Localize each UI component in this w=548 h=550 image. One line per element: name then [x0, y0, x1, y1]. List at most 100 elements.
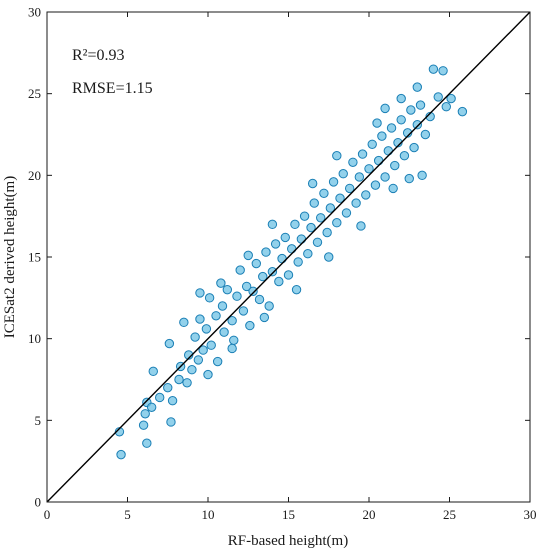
scatter-point — [198, 345, 208, 355]
scatter-point — [377, 131, 387, 141]
scatter-point — [299, 211, 310, 221]
scatter-point — [332, 218, 342, 228]
scatter-point — [412, 82, 422, 92]
x-tick-label: 25 — [443, 507, 456, 522]
scatter-point — [203, 369, 213, 380]
scatter-point — [211, 311, 221, 321]
scatter-point — [229, 335, 239, 345]
scatter-point — [457, 106, 468, 117]
scatter-point — [254, 294, 265, 305]
scatter-point — [267, 267, 278, 277]
scatter-point — [206, 340, 216, 350]
x-tick-label: 10 — [202, 507, 215, 522]
scatter-point — [227, 343, 237, 354]
scatter-point — [212, 356, 223, 367]
scatter-point — [264, 301, 274, 311]
scatter-point — [354, 172, 365, 182]
scatter-point — [441, 102, 451, 112]
scatter-point — [303, 249, 313, 259]
scatter-point — [201, 324, 212, 334]
y-tick-label: 25 — [28, 86, 41, 101]
scatter-point — [415, 100, 426, 110]
scatter-point — [309, 198, 319, 208]
scatter-point — [248, 286, 258, 296]
scatter-point — [179, 317, 189, 328]
scatter-point — [404, 173, 414, 184]
scatter-point — [351, 198, 361, 208]
x-tick-label: 5 — [124, 507, 131, 522]
scatter-point — [399, 151, 410, 161]
scatter-point — [348, 157, 358, 167]
y-tick-label: 5 — [35, 413, 42, 428]
scatter-point — [319, 188, 329, 199]
scatter-point — [372, 118, 382, 128]
scatter-point — [232, 291, 242, 301]
scatter-point — [396, 115, 406, 125]
scatter-point — [332, 151, 342, 161]
scatter-point — [238, 306, 249, 316]
scatter-point — [280, 232, 290, 243]
scatter-point — [307, 178, 318, 189]
scatter-point — [386, 123, 397, 133]
scatter-point — [383, 146, 394, 156]
y-tick-label: 30 — [28, 5, 41, 20]
scatter-point — [267, 219, 278, 230]
r-squared-annotation: R²=0.93 — [72, 47, 125, 64]
scatter-point — [388, 183, 398, 194]
y-tick-label: 0 — [35, 495, 42, 510]
scatter-point — [325, 203, 336, 213]
scatter-point — [367, 139, 377, 150]
scatter-point — [251, 258, 261, 269]
scatter-point — [328, 177, 339, 187]
scatter-point — [204, 293, 215, 303]
scatter-point — [243, 250, 253, 261]
scatter-point — [364, 164, 374, 174]
scatter-point — [287, 244, 297, 254]
scatter-point — [190, 332, 200, 342]
y-tick-label: 15 — [28, 250, 41, 265]
scatter-point — [361, 190, 371, 200]
scatter-point — [341, 208, 352, 218]
scatter-point — [138, 420, 149, 430]
scatter-point — [140, 409, 150, 419]
scatter-point — [356, 221, 366, 231]
scatter-point — [293, 257, 303, 267]
axis-ticks-layer: 0 5 10 15 20 25 30 0 5 10 15 20 25 30 — [28, 5, 537, 523]
scatter-point — [406, 105, 416, 115]
scatter-point — [187, 365, 197, 375]
scatter-point — [182, 378, 192, 388]
scatter-point — [409, 142, 419, 153]
scatter-point — [370, 180, 381, 190]
scatter-point — [306, 222, 316, 233]
y-tick-label: 10 — [28, 331, 41, 346]
scatter-point — [380, 103, 390, 114]
one-to-one-reference-line — [46, 11, 531, 503]
scatter-point — [193, 355, 204, 365]
scatter-point — [241, 281, 252, 292]
scatter-point — [167, 396, 178, 406]
scatter-point — [195, 288, 205, 298]
scatter-point — [322, 227, 332, 238]
scatter-point — [259, 312, 270, 323]
scatter-point — [219, 327, 229, 337]
scatter-point — [420, 129, 431, 140]
scatter-point — [222, 284, 233, 295]
scatter-point — [270, 239, 281, 249]
scatter-point — [428, 64, 439, 74]
scatter-point — [417, 170, 427, 181]
scatter-point — [227, 316, 237, 326]
scatter-point — [380, 172, 390, 182]
data-points-layer — [114, 64, 468, 460]
scatter-point — [217, 301, 228, 311]
scatter-point — [155, 392, 165, 403]
x-axis-title: RF-based height(m) — [228, 533, 348, 549]
scatter-point — [357, 149, 368, 159]
scatter-point — [261, 247, 271, 257]
scatter-point — [290, 219, 300, 230]
scatter-point — [412, 120, 422, 130]
scatter-point — [163, 382, 173, 393]
x-tick-label: 15 — [282, 507, 295, 522]
scatter-point — [296, 234, 307, 244]
scatter-point — [283, 270, 294, 280]
